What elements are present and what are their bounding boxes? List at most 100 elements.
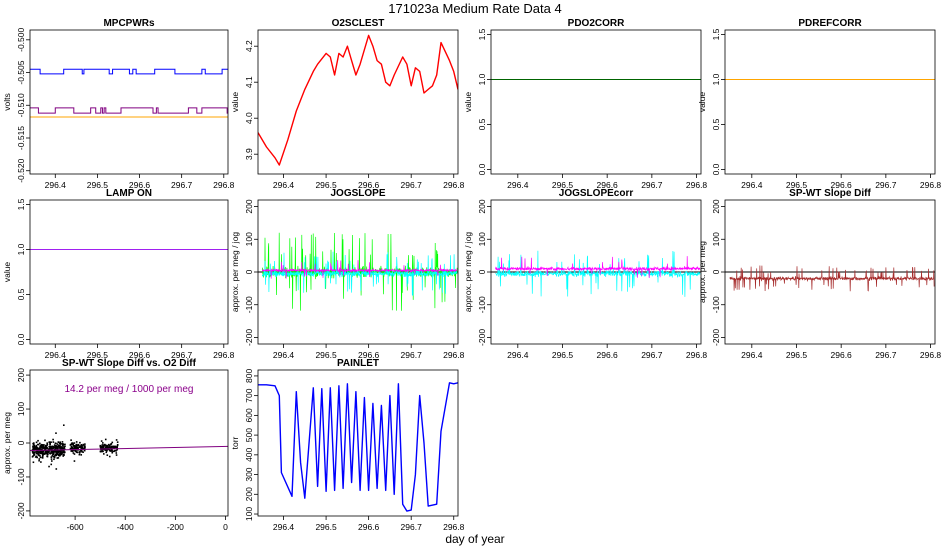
scatter-point <box>53 450 56 453</box>
scatter-point <box>37 448 39 451</box>
x-tick-label: 296.7 <box>641 180 663 190</box>
y-tick-label: -0.510 <box>16 93 26 117</box>
scatter-point <box>38 458 41 460</box>
scatter-point <box>100 446 103 449</box>
scatter-point <box>45 446 48 449</box>
plot-frame <box>490 199 702 345</box>
scatter-point <box>74 446 76 449</box>
y-tick-label: 200 <box>16 368 26 382</box>
scatter-point <box>36 447 38 450</box>
y-tick-label: 4.1 <box>244 76 254 88</box>
scatter-point <box>75 451 78 453</box>
scatter-point <box>63 446 66 449</box>
y-axis-label: approx. per meg / jog <box>463 232 473 313</box>
y-tick-label: 1.5 <box>16 198 26 210</box>
scatter-point <box>76 445 78 448</box>
figure-xlabel: day of year <box>445 532 504 546</box>
x-tick-label: 296.8 <box>443 350 465 360</box>
scatter-point <box>59 454 61 457</box>
panel-mpcpwrs: MPCPWRs 296.4 296.5 296.6 296.7 296.8 -0.520 -0… <box>2 18 235 190</box>
plot-frame <box>29 369 229 517</box>
scatter-point <box>53 444 56 446</box>
y-tick-label: 100 <box>244 232 254 246</box>
y-tick-label: 200 <box>244 487 254 501</box>
figure-title: 171023a Medium Rate Data 4 <box>388 1 561 16</box>
scatter-point <box>32 455 35 457</box>
series-step <box>30 68 228 75</box>
y-axis-label: volts <box>2 93 12 110</box>
x-tick-label: 296.6 <box>597 350 619 360</box>
scatter-point <box>44 452 47 455</box>
scatter-point <box>62 455 65 457</box>
y-tick-label: 0.5 <box>477 118 487 130</box>
x-tick-label: 296.7 <box>875 180 897 190</box>
panel-title: PAINLET <box>337 358 379 369</box>
scatter-point <box>37 443 40 446</box>
y-tick-label: 0.5 <box>711 118 721 130</box>
y-tick-label: 1.0 <box>16 243 26 255</box>
scatter-point <box>105 445 108 447</box>
scatter-point <box>116 441 119 443</box>
scatter-point <box>72 449 74 452</box>
scatter-point <box>61 451 64 453</box>
scatter-point <box>49 452 52 455</box>
x-tick-label: 296.7 <box>171 180 193 190</box>
scatter-point <box>81 446 84 449</box>
scatter-point <box>108 443 110 446</box>
scatter-point <box>62 424 65 427</box>
x-tick-label: 296.7 <box>401 350 423 360</box>
x-tick-label: 296.6 <box>831 350 853 360</box>
y-axis-label: approx. per meg <box>2 412 12 474</box>
scatter-point <box>59 444 61 446</box>
y-tick-label: 100 <box>711 232 721 246</box>
y-tick-label: -100 <box>16 468 26 485</box>
scatter-point <box>32 445 35 447</box>
scatter-point <box>49 445 51 448</box>
x-tick-label: 296.7 <box>641 350 663 360</box>
plot-area <box>258 34 458 166</box>
scatter-point <box>59 450 62 453</box>
scatter-point <box>49 447 51 450</box>
y-tick-label: 500 <box>244 428 254 442</box>
plot-area <box>258 382 458 512</box>
x-tick-label: 296.5 <box>315 522 337 532</box>
y-tick-label: 100 <box>244 507 254 521</box>
scatter-point <box>33 454 36 456</box>
scatter-point <box>50 463 53 466</box>
scatter-point <box>99 450 102 453</box>
scatter-point <box>101 450 103 453</box>
scatter-point <box>106 454 109 456</box>
scatter-point <box>104 444 106 446</box>
scatter-point <box>50 450 53 452</box>
y-tick-label: 0 <box>477 269 487 274</box>
x-tick-label: 296.6 <box>831 180 853 190</box>
y-tick-label: 800 <box>244 369 254 383</box>
series-step <box>30 107 228 114</box>
scatter-point <box>51 451 54 453</box>
series-noise <box>261 260 458 279</box>
y-tick-label: 0.0 <box>711 163 721 175</box>
scatter-point <box>63 454 65 456</box>
x-tick-label: 296.5 <box>315 180 337 190</box>
scatter-point <box>42 447 45 449</box>
y-tick-label: 200 <box>477 199 487 213</box>
plot-frame <box>257 29 459 175</box>
scatter-point <box>39 456 42 459</box>
scatter-point <box>34 456 37 458</box>
scatter-point <box>102 453 105 455</box>
x-tick-label: 296.4 <box>507 350 529 360</box>
x-tick-label: -600 <box>67 522 84 532</box>
scatter-point <box>40 461 42 463</box>
fit-line <box>30 445 228 451</box>
scatter-point <box>58 442 61 445</box>
scatter-point <box>62 449 65 452</box>
scatter-point <box>70 443 73 446</box>
scatter-point <box>47 452 49 455</box>
scatter-point <box>58 445 61 447</box>
scatter-point <box>57 457 60 459</box>
scatter-point <box>108 445 111 447</box>
scatter-point <box>104 446 107 448</box>
scatter-point <box>55 445 58 447</box>
panel-title: LAMP ON <box>106 188 152 199</box>
